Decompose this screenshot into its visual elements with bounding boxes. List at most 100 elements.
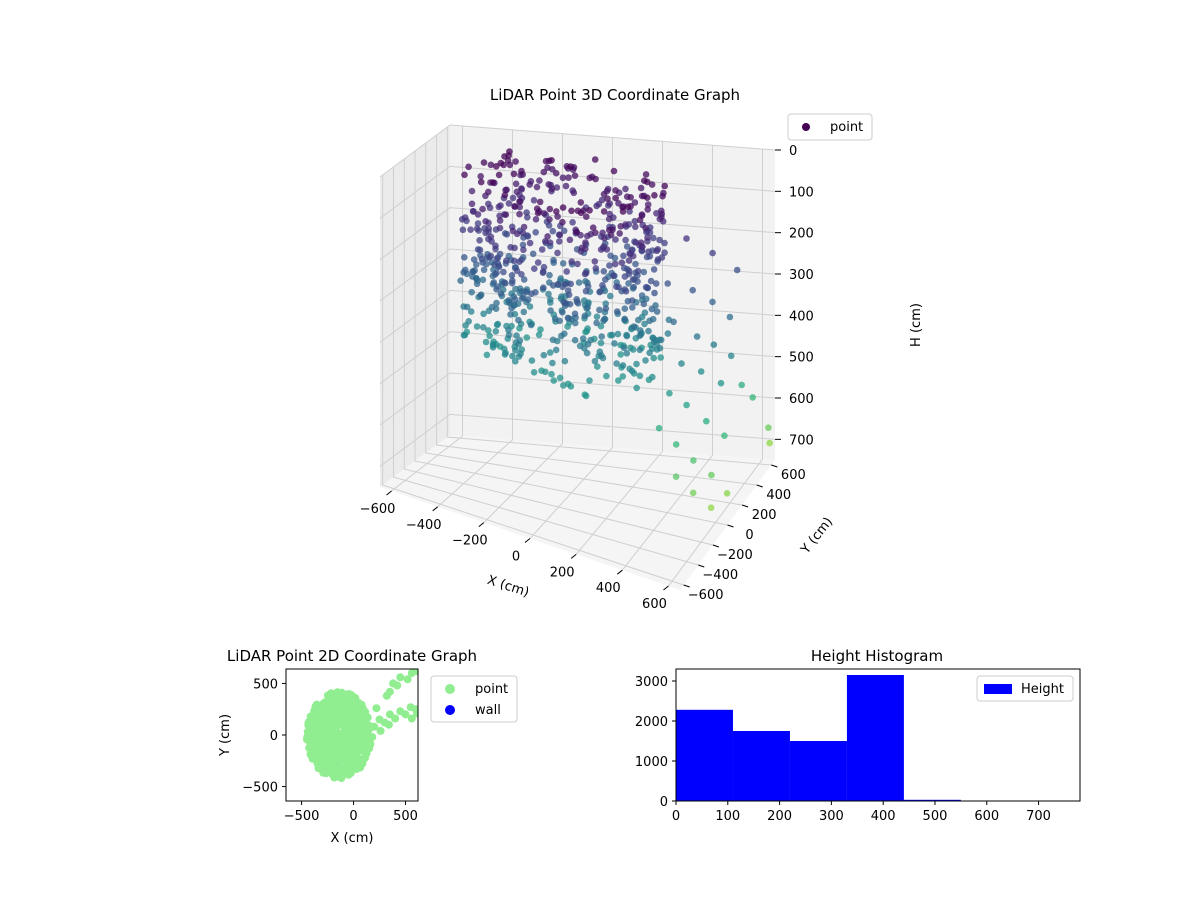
point-3d — [632, 260, 639, 268]
point-3d — [487, 252, 495, 260]
point-3d — [480, 310, 487, 318]
point-3d — [534, 259, 542, 266]
point-3d — [620, 252, 627, 260]
z-tick-label-3d: 0 — [789, 144, 797, 159]
point-3d — [500, 268, 507, 276]
histogram-bars — [676, 675, 1075, 801]
point-3d — [602, 300, 609, 308]
point-3d — [559, 204, 567, 211]
point-3d — [506, 148, 513, 155]
point-3d — [547, 296, 554, 303]
point-3d — [642, 357, 649, 364]
legend-histogram: Height — [976, 675, 1074, 702]
point-3d — [658, 254, 666, 261]
y-tick-label-3d: −600 — [688, 588, 724, 603]
z-tick-label-3d: 700 — [789, 433, 814, 448]
histogram-title: Height Histogram — [811, 647, 943, 665]
point-3d — [635, 316, 642, 324]
point-3d — [666, 390, 673, 397]
point-3d — [683, 401, 690, 409]
point-3d — [536, 177, 543, 184]
point-3d — [602, 276, 609, 283]
point-3d — [508, 272, 516, 279]
point-3d — [552, 169, 560, 177]
point-3d — [497, 290, 505, 297]
z-tick-label-3d: 300 — [789, 268, 814, 283]
point-3d — [473, 225, 481, 232]
point-3d — [625, 257, 633, 264]
point-2d — [335, 772, 344, 781]
point-3d — [607, 292, 614, 300]
point-3d — [505, 326, 512, 334]
point-3d — [653, 308, 661, 315]
point-3d — [651, 289, 658, 297]
point-2d — [324, 759, 333, 768]
point-3d — [683, 235, 690, 242]
point-2d — [384, 720, 393, 729]
x-tick-label-3d: 0 — [512, 550, 520, 565]
point-3d — [513, 332, 520, 339]
point-2d — [355, 741, 364, 750]
point-3d — [540, 168, 548, 176]
z-tick-label-3d: 500 — [789, 351, 814, 366]
point-3d — [476, 246, 484, 254]
point-3d — [631, 199, 639, 206]
point-3d — [554, 280, 562, 288]
point-3d — [650, 234, 657, 242]
legend-histogram-swatch — [984, 684, 1012, 694]
point-3d — [591, 258, 599, 265]
legend-3d-frame — [787, 113, 873, 141]
y-tick-label-3d: −400 — [702, 568, 738, 583]
x-tick-label-3d: −200 — [452, 534, 488, 549]
point-3d — [574, 260, 581, 268]
point-3d — [642, 224, 649, 232]
point-2d — [330, 764, 339, 773]
point-3d — [549, 227, 557, 235]
point-3d — [632, 223, 639, 231]
point-3d — [544, 233, 551, 240]
point-3d — [633, 360, 640, 368]
point-3d — [570, 189, 578, 197]
point-3d — [511, 296, 519, 303]
y-tick-label-histogram: 3000 — [635, 675, 668, 690]
plot-frame-histogram — [675, 668, 1081, 802]
point-3d — [487, 233, 495, 241]
point-3d — [591, 357, 599, 365]
point-3d — [592, 265, 600, 272]
point-3d — [646, 317, 653, 325]
point-3d — [611, 340, 618, 347]
y-tick-3d — [698, 564, 705, 568]
point-3d — [509, 227, 517, 235]
point-3d — [461, 171, 468, 179]
point-2d — [353, 747, 362, 756]
histogram-bar — [732, 731, 790, 801]
point-3d — [556, 374, 564, 382]
point-2d — [407, 714, 416, 723]
point-2d — [325, 728, 334, 737]
point-3d — [540, 351, 548, 359]
point-3d — [599, 282, 606, 289]
point-3d — [634, 267, 642, 275]
point-3d — [468, 200, 476, 208]
point-3d — [520, 294, 527, 301]
point-3d — [593, 313, 601, 321]
gridline-z — [379, 289, 776, 343]
point-3d — [501, 351, 509, 358]
point-3d — [661, 239, 668, 247]
point-3d — [524, 296, 532, 304]
point-3d — [625, 267, 633, 275]
point-3d — [672, 441, 680, 448]
point-3d — [516, 258, 523, 266]
point-3d — [566, 300, 574, 308]
point-3d — [586, 174, 593, 182]
point-3d — [520, 223, 528, 231]
point-3d — [644, 178, 651, 186]
point-3d — [486, 332, 493, 340]
point-3d — [622, 185, 629, 193]
y-tick-3d — [712, 544, 720, 548]
point-2d — [356, 763, 365, 772]
point-3d — [610, 167, 618, 175]
gridline-z — [379, 372, 776, 426]
point-2d — [362, 715, 370, 724]
